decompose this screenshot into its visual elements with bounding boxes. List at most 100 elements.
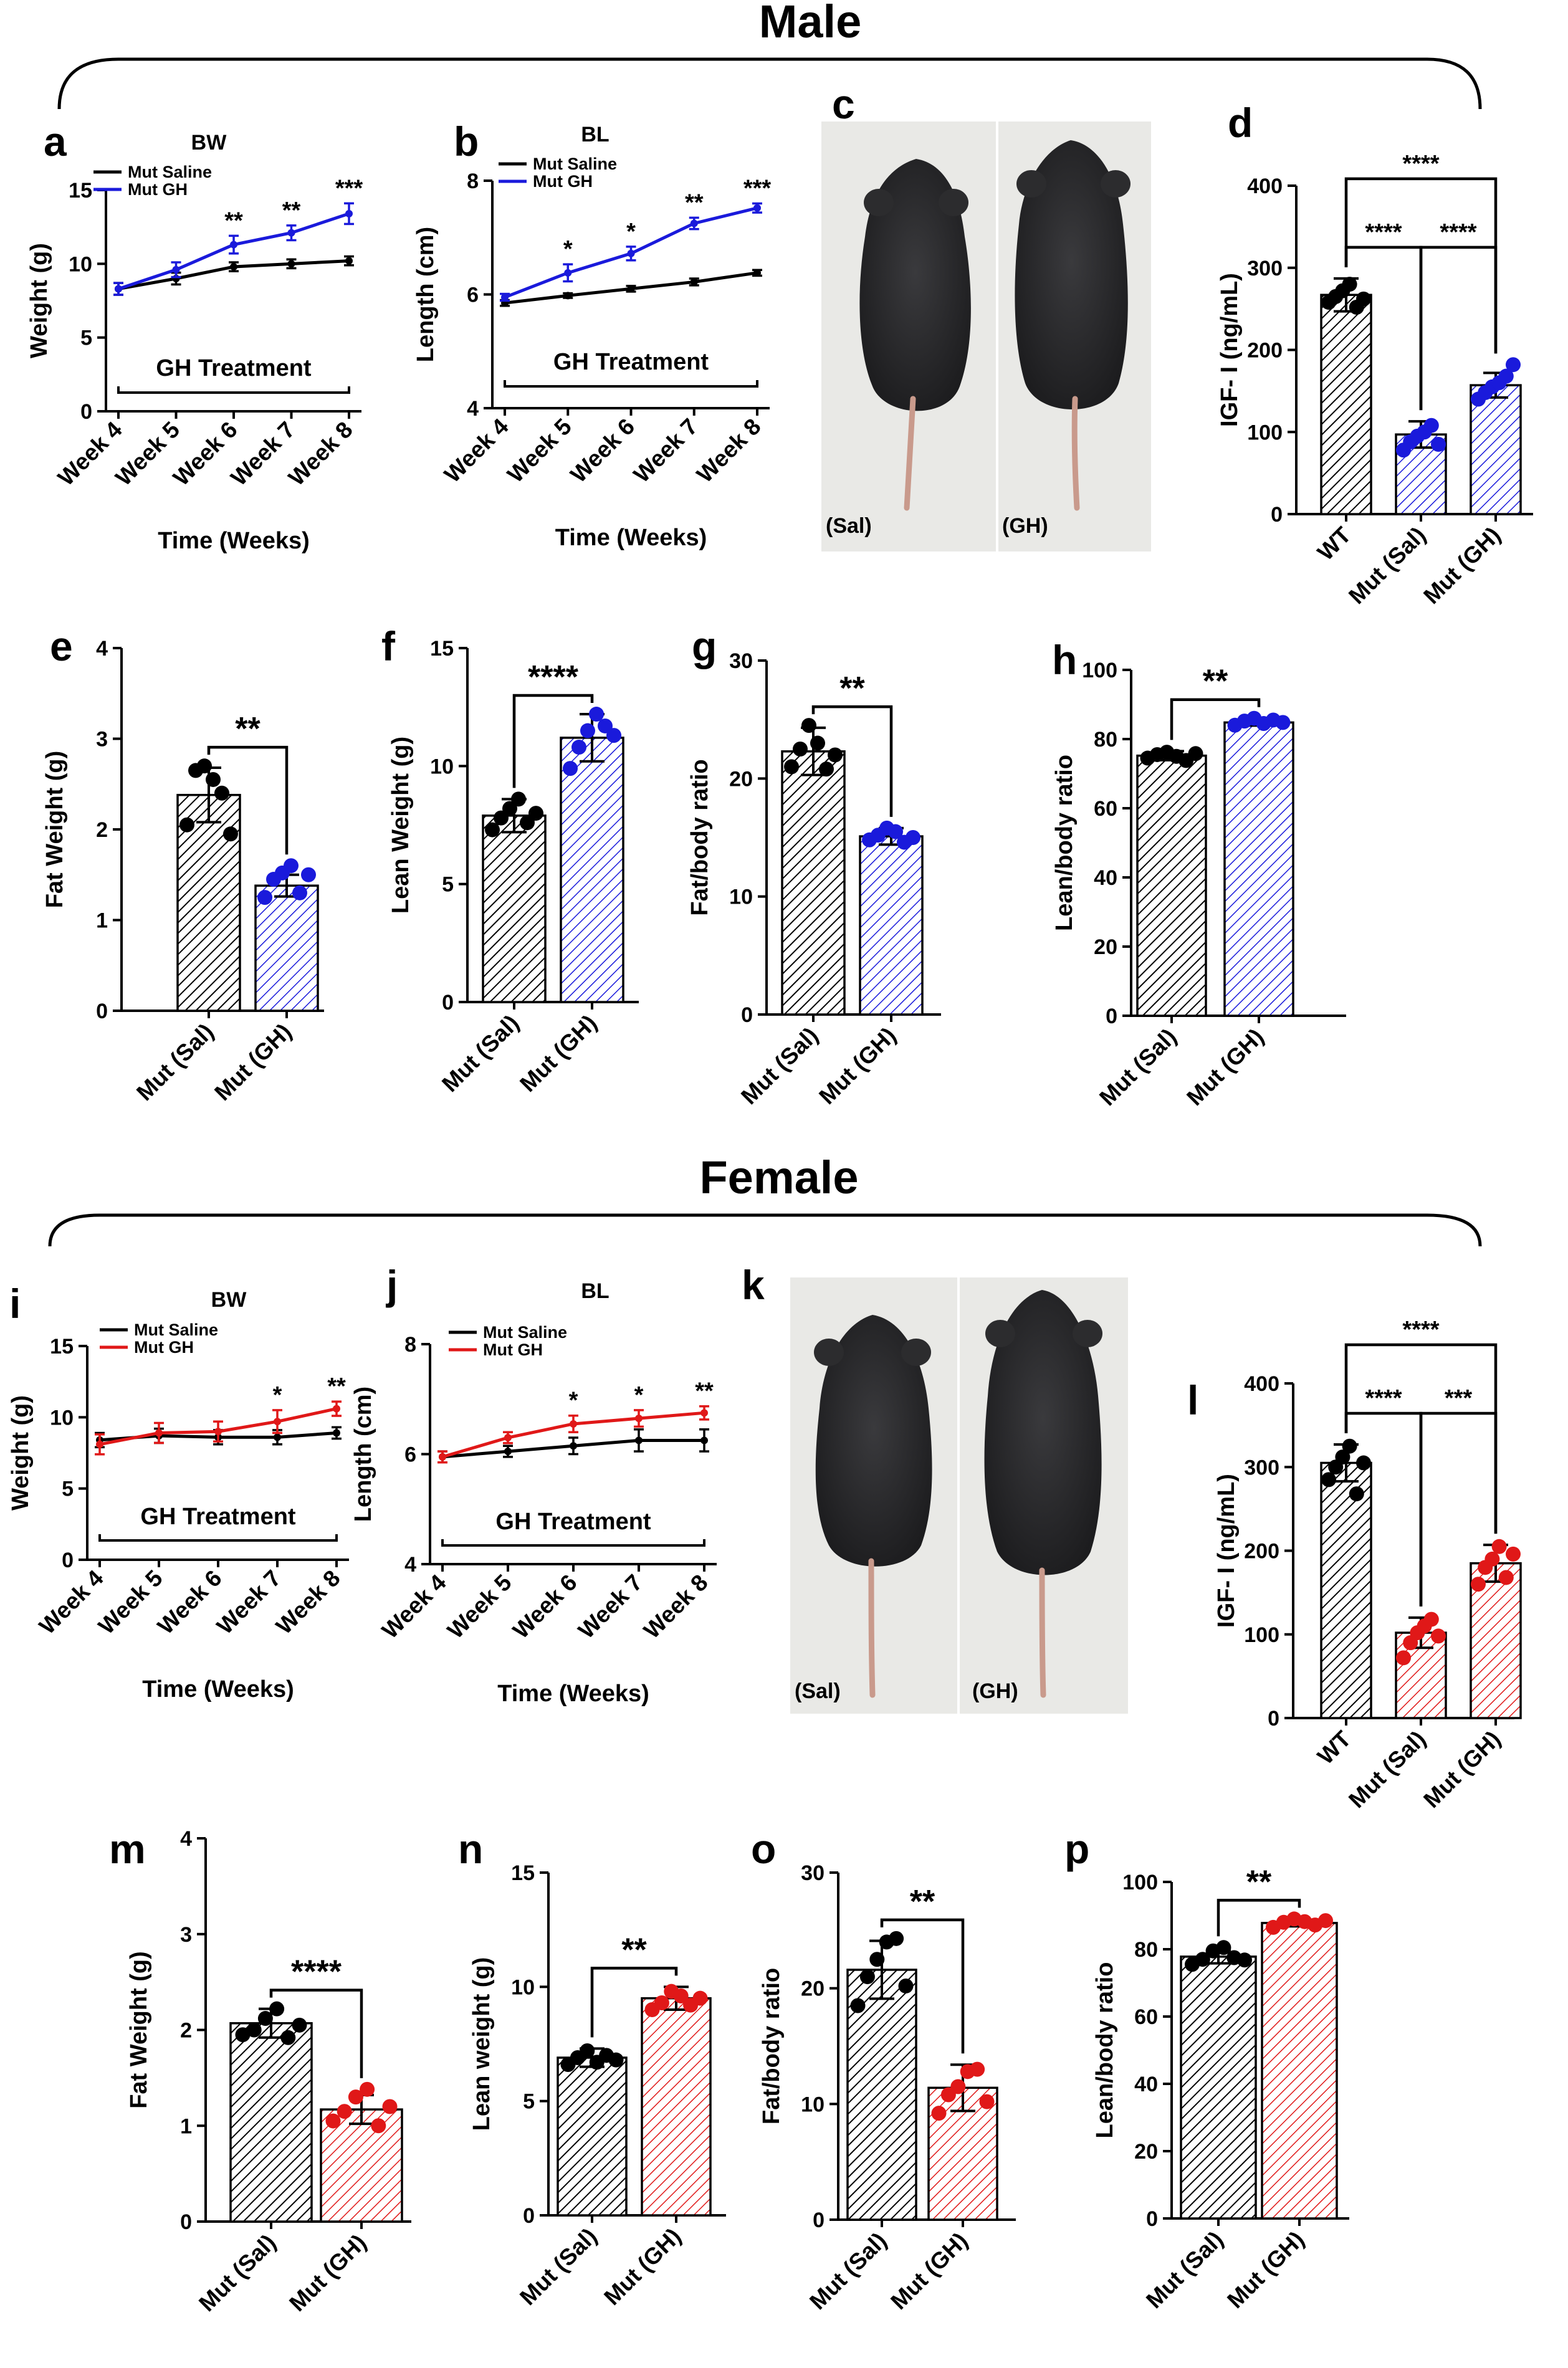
chart-title: BL — [581, 123, 609, 146]
individual-data-point — [197, 758, 212, 774]
individual-data-point — [889, 1931, 904, 1946]
y-tick-label: 0 — [813, 2208, 825, 2232]
x-tick-label: Mut (Sal) — [131, 1019, 218, 1105]
bar-chart-p: 0 20 40 60 80 100 Lean/body ratio Mut (Sal)Mut … — [1092, 1864, 1349, 2313]
y-tick-label: 60 — [1094, 797, 1117, 821]
panel-label-n: n — [458, 1826, 483, 1872]
y-tick-label: 0 — [1146, 2207, 1158, 2231]
individual-data-point — [1275, 715, 1291, 730]
photo-panel-k: (Sal) (GH) — [790, 1277, 1128, 1714]
male-section-title: Male — [759, 0, 862, 47]
y-axis-label: Lean/body ratio — [1092, 1962, 1118, 2139]
bar-wt — [1320, 294, 1372, 515]
individual-data-point — [223, 826, 238, 842]
x-tick-label: Mut (GH) — [515, 1010, 601, 1097]
y-tick-label: 400 — [1244, 1372, 1279, 1396]
y-tick-label: 80 — [1134, 1938, 1158, 1962]
individual-data-point — [284, 858, 299, 874]
individual-data-point — [206, 771, 221, 787]
y-axis-label: Lean Weight (g) — [388, 737, 414, 914]
x-tick-label: Week 7 — [629, 414, 703, 488]
comparison-bracket — [1344, 177, 1498, 354]
individual-data-point — [337, 2104, 352, 2119]
significance-label: * — [563, 236, 573, 262]
y-tick-label: 15 — [50, 1335, 74, 1358]
significance-label: * — [273, 1382, 282, 1408]
bar-chart-h: 0 20 40 60 80 100 Lean/body ratio Mut (Sal) Mut … — [1051, 659, 1346, 1110]
y-tick-label: 10 — [729, 886, 753, 909]
individual-data-point — [1356, 1455, 1371, 1471]
individual-data-point — [1342, 1438, 1357, 1454]
data-point — [333, 1405, 340, 1413]
bar-chart-e: 0 1 2 3 4 Fat Weight (g) Mut (Sal)Mut (GH) ** — [42, 637, 324, 1105]
data-point — [690, 278, 698, 286]
bar-chart-f: 0 5 10 15 Lean Weight (g) Mut (Sal)Mut (GH) **… — [388, 637, 639, 1097]
significance-label: * — [569, 1388, 578, 1414]
comparison-bracket — [811, 705, 893, 817]
significance-label: **** — [1365, 1385, 1402, 1411]
comparison-bracket — [269, 1988, 363, 2078]
y-tick-label: 2 — [180, 2019, 192, 2043]
individual-data-point — [1431, 1628, 1446, 1644]
treatment-label: GH Treatment — [156, 355, 312, 381]
legend-label: Mut GH — [533, 172, 593, 191]
mouse-gh-image — [984, 1290, 1102, 1698]
individual-data-point — [869, 1952, 885, 1967]
data-point — [504, 1434, 512, 1442]
x-tick-label: Week 6 — [168, 417, 242, 491]
chart-title: BW — [211, 1288, 247, 1312]
y-tick-label: 0 — [62, 1549, 74, 1572]
x-tick-label: Mut (Sal) — [736, 1023, 823, 1109]
individual-data-point — [819, 761, 834, 777]
y-tick-label: 5 — [62, 1478, 74, 1501]
comparison-bracket — [512, 694, 594, 788]
x-tick-label: Mut (GH) — [886, 2228, 972, 2314]
individual-data-point — [1471, 1577, 1486, 1592]
x-tick-label: Mut (GH) — [284, 2230, 371, 2316]
y-tick-label: 1 — [180, 2114, 192, 2138]
y-tick-label: 10 — [511, 1975, 535, 1999]
y-tick-label: 6 — [404, 1443, 416, 1467]
y-axis-label: Lean weight (g) — [469, 1957, 495, 2131]
individual-data-point — [580, 723, 595, 738]
individual-data-point — [979, 2094, 995, 2109]
significance-label: * — [626, 219, 636, 245]
bar-mut-gh- — [1223, 721, 1294, 1017]
individual-data-point — [348, 2089, 363, 2105]
data-point — [504, 1448, 512, 1456]
bar-mut-sal- — [781, 750, 846, 1016]
y-axis-label: Weight (g) — [26, 243, 52, 358]
individual-data-point — [1195, 1952, 1210, 1967]
panel-label-m: m — [109, 1826, 146, 1872]
individual-data-point — [606, 728, 621, 743]
legend-label: Mut Saline — [134, 1320, 218, 1339]
y-tick-label: 40 — [1134, 2073, 1158, 2096]
x-tick-label: Week 8 — [271, 1565, 345, 1640]
y-tick-label: 20 — [1134, 2140, 1158, 2164]
individual-data-point — [325, 2113, 341, 2129]
bar-chart-n: 0 5 10 15 Lean weight (g) Mut (Sal)Mut (GH) ** — [469, 1861, 726, 2310]
individual-data-point — [1188, 746, 1203, 761]
y-tick-label: 100 — [1082, 659, 1117, 682]
individual-data-point — [214, 785, 229, 801]
comparison-bracket — [1170, 698, 1261, 740]
treatment-bracket — [441, 1539, 705, 1547]
legend-label: Mut Saline — [483, 1323, 567, 1342]
x-tick-label: Week 8 — [284, 417, 358, 491]
x-tick-label: Week 5 — [502, 414, 576, 488]
panel-label-j: j — [385, 1262, 398, 1308]
x-tick-label: Mut (GH) — [1222, 2227, 1309, 2313]
panel-label-g: g — [692, 623, 717, 669]
y-tick-label: 60 — [1134, 2005, 1158, 2029]
x-axis-label: Time (Weeks) — [158, 528, 310, 554]
y-tick-label: 4 — [404, 1553, 416, 1577]
individual-data-point — [269, 2001, 285, 2017]
significance-label: **** — [1440, 219, 1476, 246]
individual-data-point — [793, 742, 808, 757]
y-tick-label: 8 — [404, 1333, 416, 1357]
